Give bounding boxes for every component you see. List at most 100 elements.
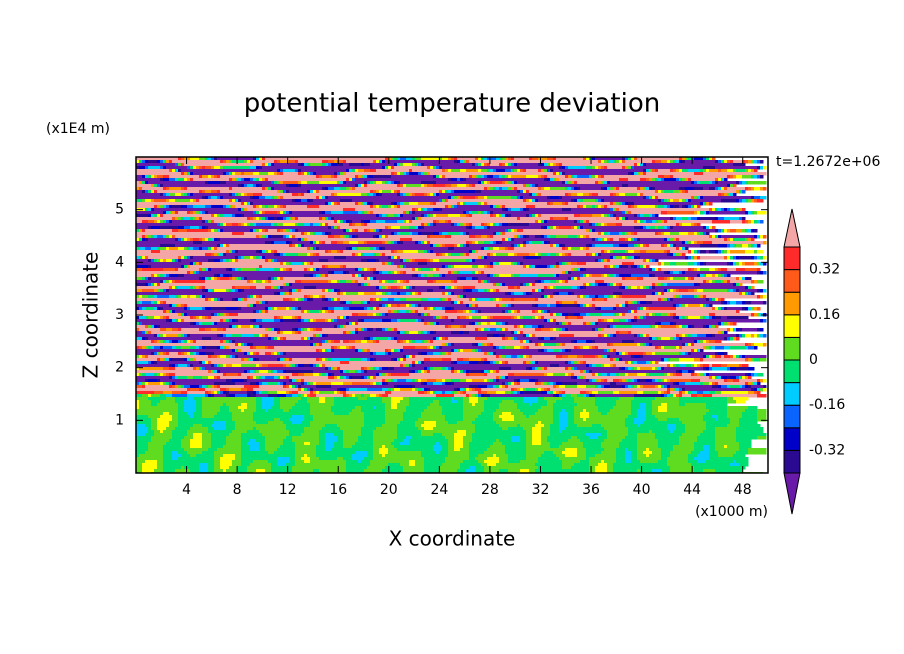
contour-fill xyxy=(451,271,455,275)
contour-fill xyxy=(379,259,401,263)
contour-fill xyxy=(598,319,602,323)
contour-fill xyxy=(412,274,416,278)
contour-fill xyxy=(172,310,176,314)
contour-fill xyxy=(397,292,401,296)
contour-fill xyxy=(238,355,404,359)
contour-fill xyxy=(430,370,452,374)
contour-fill xyxy=(727,289,731,293)
contour-fill xyxy=(259,352,266,356)
contour-fill xyxy=(481,316,488,320)
contour-fill xyxy=(745,292,749,296)
contour-fill xyxy=(214,313,218,317)
contour-fill xyxy=(502,337,506,341)
contour-fill xyxy=(439,232,443,236)
contour-fill xyxy=(703,367,707,371)
contour-fill xyxy=(184,163,263,167)
contour-fill xyxy=(553,163,557,167)
contour-fill xyxy=(445,307,452,311)
contour-fill xyxy=(391,319,398,323)
contour-fill xyxy=(544,220,548,224)
contour-fill xyxy=(475,235,482,239)
contour-fill xyxy=(340,298,371,302)
contour-fill xyxy=(244,358,248,362)
contour-fill xyxy=(382,205,389,209)
contour-fill xyxy=(709,181,713,185)
contour-fill xyxy=(559,322,563,326)
contour-fill xyxy=(667,250,671,254)
contour-fill xyxy=(280,253,284,257)
contour-fill xyxy=(541,343,545,347)
contour-fill xyxy=(442,199,446,203)
contour-fill xyxy=(403,172,407,176)
contour-fill xyxy=(196,286,200,290)
contour-fill xyxy=(157,247,161,251)
contour-fill xyxy=(298,217,320,221)
contour-fill xyxy=(271,352,275,356)
contour-fill xyxy=(340,361,350,365)
contour-fill xyxy=(595,157,623,161)
contour-fill xyxy=(745,187,749,191)
contour-fill xyxy=(700,295,704,299)
contour-fill xyxy=(331,373,335,377)
contour-fill xyxy=(376,247,380,251)
contour-fill xyxy=(418,352,422,356)
contour-fill xyxy=(706,280,710,284)
contour-fill xyxy=(457,295,461,299)
contour-fill xyxy=(256,286,266,290)
contour-fill xyxy=(580,214,593,218)
contour-fill xyxy=(688,256,692,260)
contour-fill xyxy=(370,337,374,341)
contour-fill xyxy=(241,358,245,362)
contour-fill xyxy=(331,193,335,197)
contour-fill xyxy=(247,184,254,188)
contour-fill xyxy=(217,247,308,251)
contour-fill xyxy=(460,169,467,173)
contour-fill xyxy=(397,193,401,197)
contour-fill xyxy=(445,205,449,209)
contour-fill xyxy=(355,268,359,272)
contour-fill xyxy=(436,322,440,326)
contour-fill xyxy=(136,343,236,347)
contour-fill xyxy=(295,298,299,302)
contour-fill xyxy=(724,337,728,341)
contour-fill xyxy=(412,355,416,359)
contour-fill xyxy=(556,157,584,161)
contour-fill xyxy=(622,352,626,356)
contour-fill xyxy=(529,379,536,383)
contour-fill xyxy=(289,379,293,383)
contour-fill xyxy=(358,331,398,335)
contour-fill xyxy=(715,250,719,254)
contour-fill xyxy=(325,217,329,221)
contour-fill xyxy=(223,172,227,176)
contour-fill xyxy=(190,256,194,260)
contour-fill xyxy=(346,160,374,164)
contour-fill xyxy=(736,289,740,293)
contour-fill xyxy=(607,334,611,338)
contour-fill xyxy=(256,184,260,188)
contour-fill xyxy=(241,373,293,377)
contour-fill xyxy=(736,277,740,281)
contour-fill xyxy=(397,220,404,224)
contour-fill xyxy=(709,325,713,329)
contour-fill xyxy=(583,199,596,203)
contour-fill xyxy=(565,175,569,179)
contour-fill xyxy=(706,316,710,320)
contour-fill xyxy=(682,169,689,173)
contour-fill xyxy=(481,280,485,284)
contour-fill xyxy=(388,304,392,308)
contour-fill xyxy=(328,250,332,254)
contour-fill xyxy=(256,223,272,227)
contour-fill xyxy=(364,223,368,227)
contour-fill xyxy=(175,382,215,386)
contour-fill xyxy=(175,244,218,248)
contour-fill xyxy=(349,235,353,239)
contour-fill xyxy=(685,316,689,320)
contour-fill xyxy=(685,382,701,386)
contour-fill xyxy=(253,346,257,350)
contour-fill xyxy=(730,175,734,179)
contour-fill xyxy=(268,277,272,281)
contour-fill xyxy=(442,307,446,311)
contour-fill xyxy=(571,349,605,353)
contour-fill xyxy=(373,358,377,362)
